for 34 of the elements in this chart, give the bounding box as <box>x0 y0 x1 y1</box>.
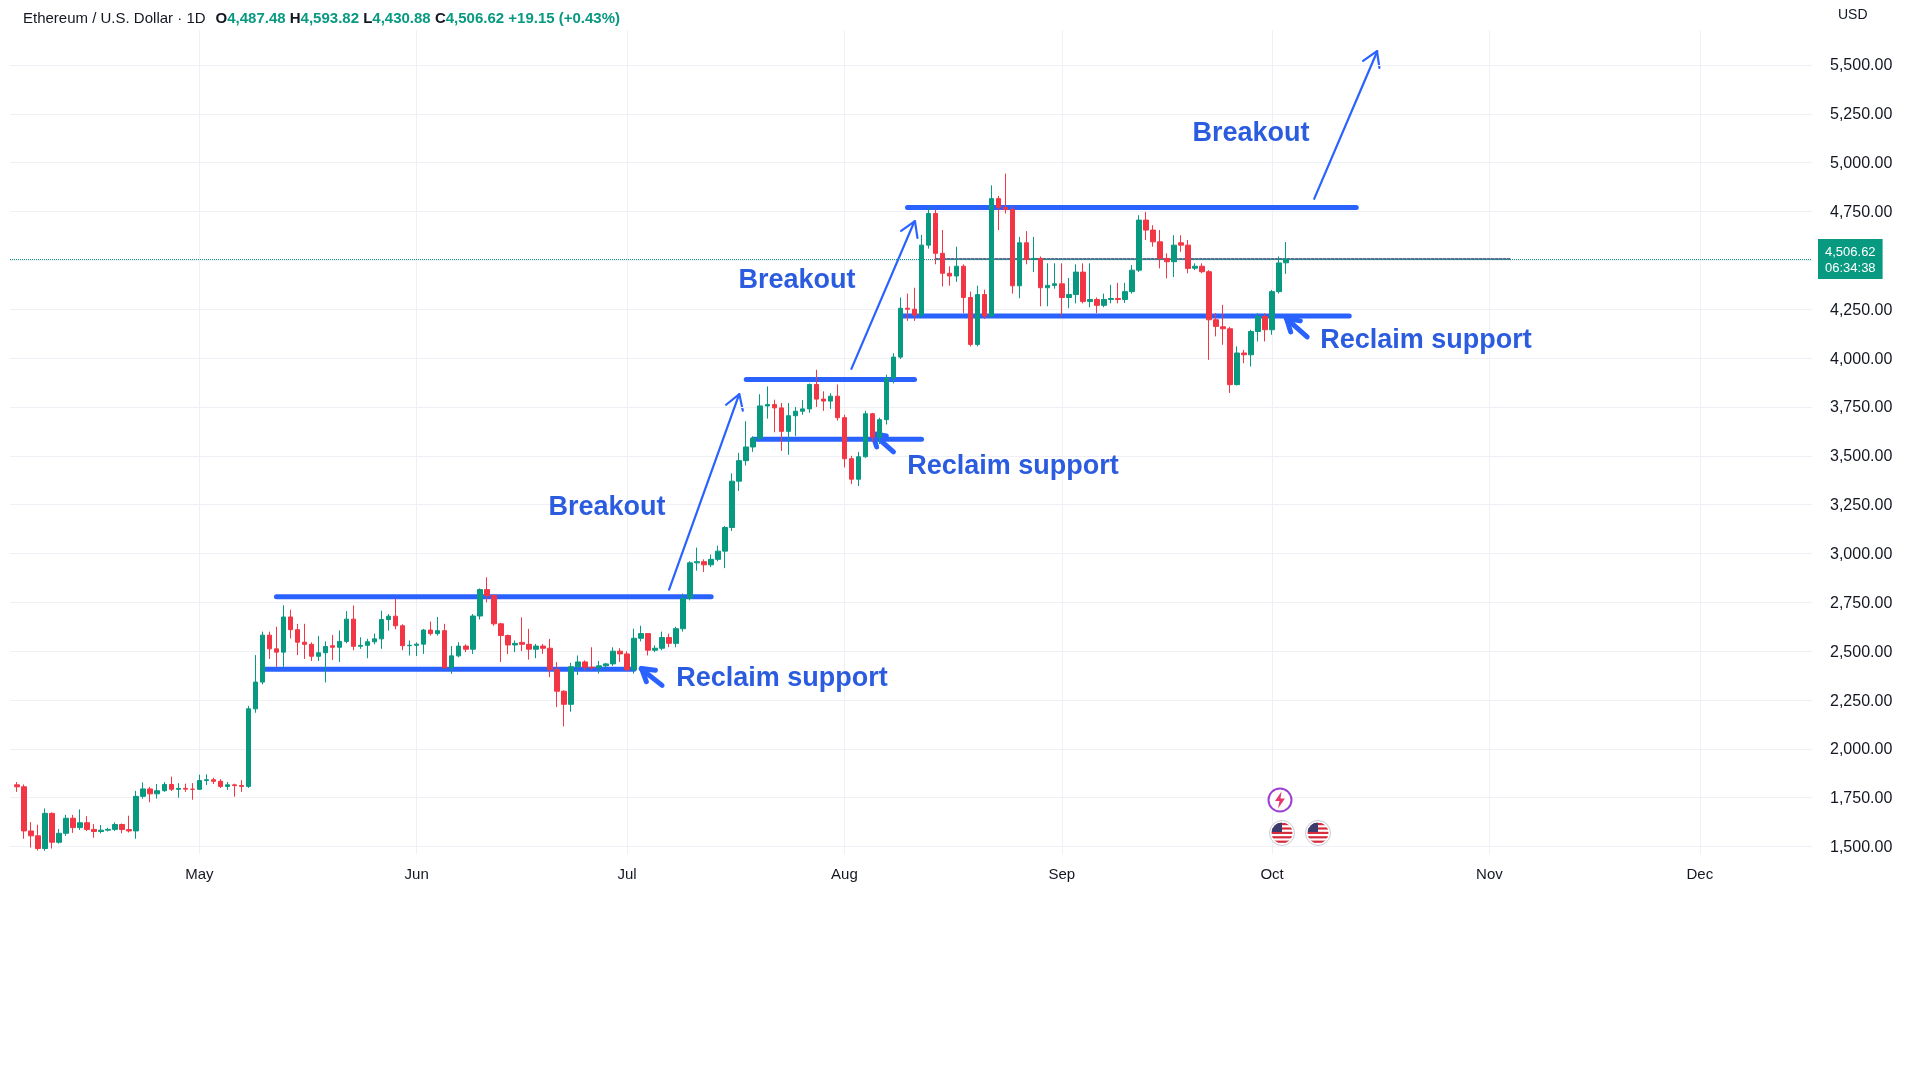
y-tick-label: 2,000.00 <box>1830 740 1893 758</box>
x-tick-label: Dec <box>1686 865 1714 882</box>
y-tick-label: 5,500.00 <box>1830 56 1893 74</box>
annotation: Reclaim support <box>1320 324 1532 354</box>
annotation: Breakout <box>1192 117 1310 147</box>
y-axis-title: USD <box>1838 6 1868 22</box>
y-tick-label: 2,500.00 <box>1830 642 1893 660</box>
x-tick-label: May <box>185 865 214 882</box>
x-tick-label: Oct <box>1260 865 1285 882</box>
x-tick-label: Nov <box>1476 865 1504 882</box>
y-tick-label: 2,750.00 <box>1830 593 1893 611</box>
y-tick-label: 5,000.00 <box>1830 154 1893 172</box>
x-tick-label: Sep <box>1048 865 1076 882</box>
chart-title: Ethereum / U.S. Dollar · 1D <box>23 9 206 26</box>
x-tick-label: Jun <box>404 865 429 882</box>
x-tick-label: Jul <box>617 865 637 882</box>
y-tick-label: 4,250.00 <box>1830 300 1893 318</box>
annotation: Reclaim support <box>907 450 1119 480</box>
ref-line-label: 4,506.62 06:34:38 <box>1825 243 1876 275</box>
annotation: Breakout <box>548 491 666 521</box>
y-tick-label: 4,000.00 <box>1830 349 1893 367</box>
y-tick-label: 3,750.00 <box>1830 398 1893 416</box>
y-tick-label: 1,750.00 <box>1830 789 1893 807</box>
y-tick-label: 4,750.00 <box>1830 203 1893 221</box>
x-tick-label: Aug <box>831 865 858 882</box>
annotation: Reclaim support <box>676 662 888 692</box>
y-tick-label: 3,250.00 <box>1830 496 1893 514</box>
y-tick-label: 5,250.00 <box>1830 105 1893 123</box>
y-tick-label: 2,250.00 <box>1830 691 1893 709</box>
annotation: Breakout <box>738 264 856 294</box>
y-tick-label: 1,500.00 <box>1830 838 1893 856</box>
y-tick-label: 3,500.00 <box>1830 447 1893 465</box>
text: O4,487.48 H4,593.82 L4,430.88 C4,506.62 +19.15 (+0.43%) <box>215 9 621 26</box>
y-tick-label: 3,000.00 <box>1830 544 1893 562</box>
